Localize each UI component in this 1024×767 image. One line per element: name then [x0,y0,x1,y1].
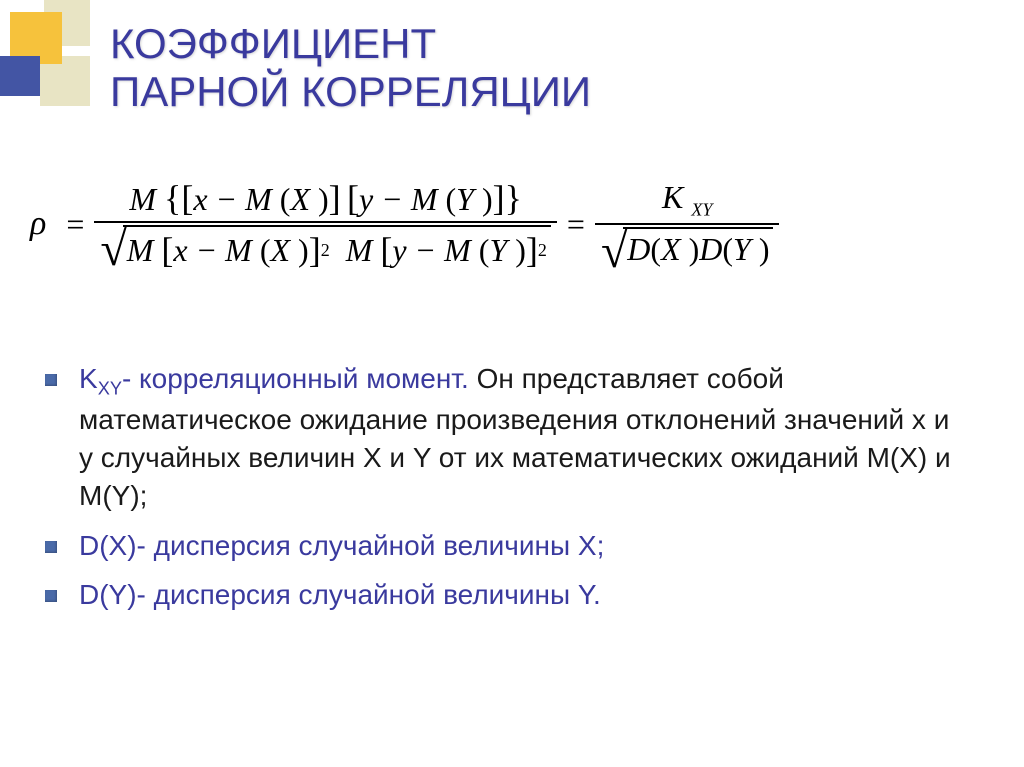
bullet-list: KXY- корреляционный момент. Он представл… [45,360,965,626]
list-item-text: D(X)- дисперсия случайной величины X; [79,527,965,565]
bullet-marker-icon [45,374,57,386]
fraction-2: K XY √ D(X )D(Y ) [595,177,780,270]
frac2-numerator: K XY [656,177,718,222]
frac1-denominator: √ M [x − M (X )]2 M [y − M (Y )]2 [94,223,557,273]
correlation-formula: ρ = M {[x − M (X )] [y − M (Y )]} √ M [x… [30,175,1010,325]
accent-text: D(Y)- дисперсия случайной величины Y. [79,579,601,610]
bullet-marker-icon [45,590,57,602]
list-item: D(X)- дисперсия случайной величины X; [45,527,965,565]
title-line-1: КОЭФФИЦИЕНТ [110,20,436,67]
accent-text: KXY- корреляционный момент. [79,363,469,394]
frac2-denominator: √ D(X )D(Y ) [595,225,780,271]
equals-1: = [66,206,84,243]
list-item-text: D(Y)- дисперсия случайной величины Y. [79,576,965,614]
equals-2: = [567,206,585,243]
slide-title: КОЭФФИЦИЕНТ ПАРНОЙ КОРРЕЛЯЦИИ [110,20,591,117]
list-item-text: KXY- корреляционный момент. Он представл… [79,360,965,515]
deco-square [0,56,40,96]
rho-symbol: ρ [30,205,46,243]
bullet-marker-icon [45,541,57,553]
list-item: KXY- корреляционный момент. Он представл… [45,360,965,515]
fraction-1: M {[x − M (X )] [y − M (Y )]} √ M [x − M… [94,175,557,273]
accent-text: D(X)- дисперсия случайной величины X; [79,530,604,561]
slide-corner-deco [0,0,120,160]
frac1-numerator: M {[x − M (X )] [y − M (Y )]} [123,175,528,221]
title-line-2: ПАРНОЙ КОРРЕЛЯЦИИ [110,68,591,115]
list-item: D(Y)- дисперсия случайной величины Y. [45,576,965,614]
